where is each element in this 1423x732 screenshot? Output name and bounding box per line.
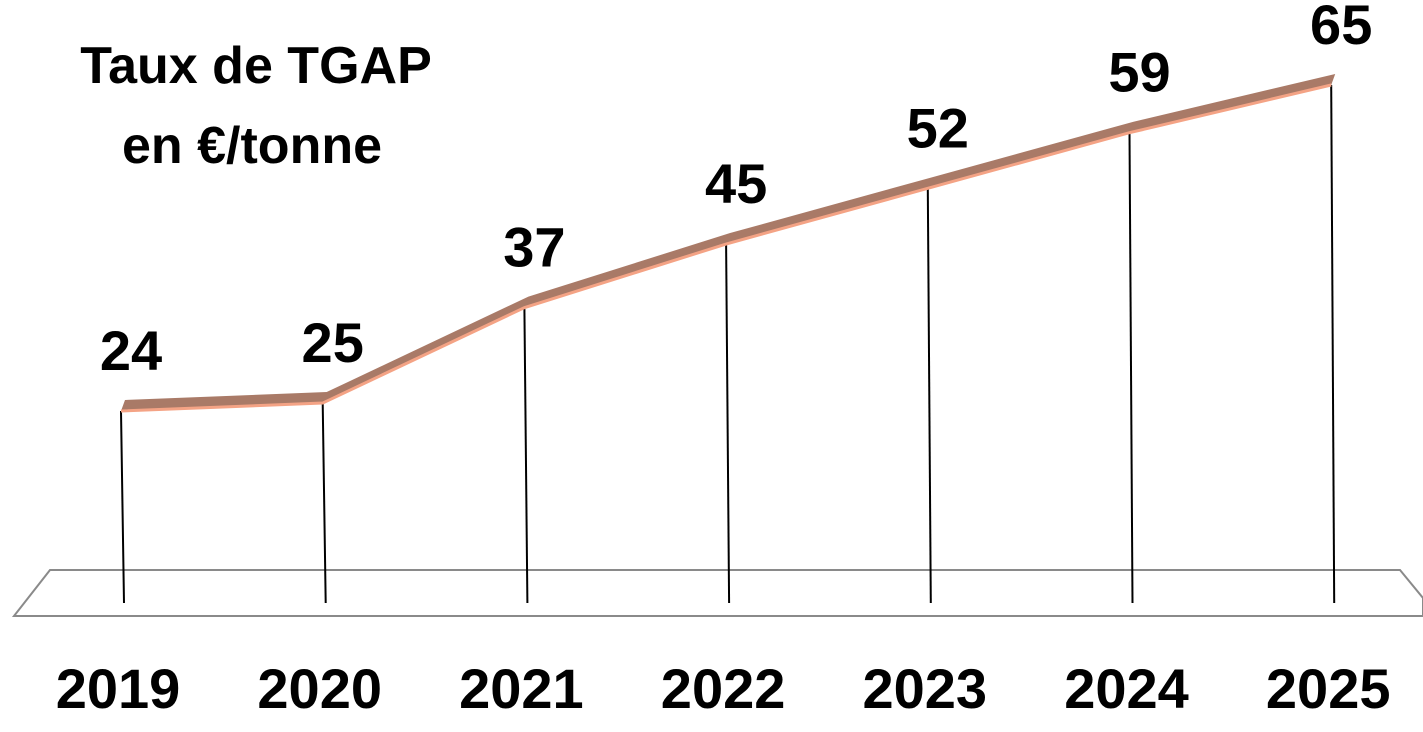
drop-line-2024 (1128, 132, 1134, 604)
chart-title-line-1: Taux de TGAP (80, 37, 432, 95)
data-label-2019: 24 (100, 319, 162, 382)
x-tick-2023: 2023 (863, 657, 988, 720)
drop-line-2023 (926, 188, 932, 604)
drop-line-2020 (321, 403, 327, 604)
drop-lines (120, 84, 1336, 604)
x-tick-2021: 2021 (459, 657, 584, 720)
data-label-2023: 52 (907, 96, 969, 159)
chart-floor (11, 569, 1423, 617)
x-tick-2019: 2019 (56, 657, 181, 720)
series-ribbon-edge (120, 83, 1332, 413)
chart-title-line-2: en €/tonne (122, 117, 382, 175)
data-label-2021: 37 (503, 216, 565, 279)
drop-line-2022 (725, 244, 731, 604)
x-tick-2024: 2024 (1064, 657, 1189, 720)
value-labels: 24 25 37 45 52 59 65 (100, 0, 1372, 382)
x-tick-2022: 2022 (661, 657, 786, 720)
data-label-2020: 25 (302, 311, 364, 374)
data-label-2024: 59 (1108, 41, 1170, 104)
x-tick-2025: 2025 (1266, 657, 1391, 720)
drop-line-2025 (1330, 84, 1336, 604)
data-label-2022: 45 (705, 152, 767, 215)
series-line (120, 74, 1336, 413)
x-tick-2020: 2020 (257, 657, 382, 720)
x-axis-tick-labels: 2019 2020 2021 2022 2023 2024 2025 (56, 657, 1391, 720)
drop-line-2019 (120, 410, 125, 604)
data-label-2025: 65 (1310, 0, 1372, 56)
drop-line-2021 (523, 307, 529, 604)
